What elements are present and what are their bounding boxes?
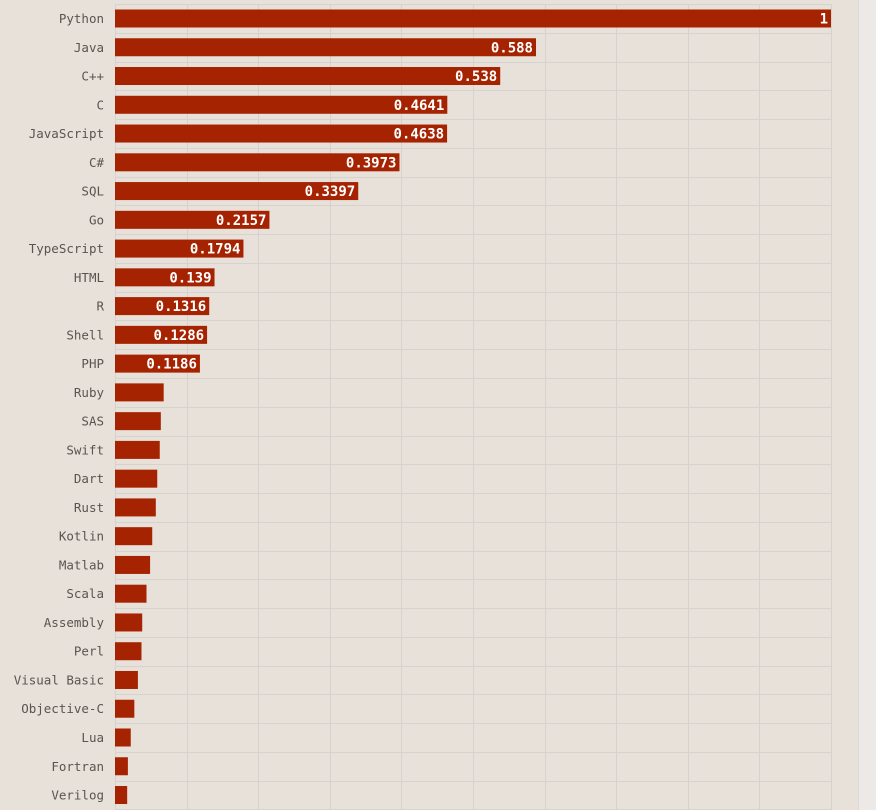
bar-scala [115,584,147,603]
bar-fortran [115,757,128,776]
value-label: 0.538 [455,69,497,85]
value-label: 0.4641 [394,98,445,114]
bar-shell [115,325,208,344]
category-label: C++ [81,69,104,84]
category-label: Swift [66,442,104,457]
category-label: Visual Basic [14,672,104,687]
category-label: Kotlin [59,529,104,544]
bar-javascript [115,124,448,143]
value-label: 0.1794 [190,242,241,258]
value-label: 0.139 [169,270,211,286]
category-labels: Python Java C++ C JavaScript C# SQL Go TypeScrip… [14,11,105,803]
category-label: TypeScript [29,241,104,256]
category-label: C# [89,155,105,170]
value-label: 0.2157 [216,213,267,229]
category-label: Lua [81,730,104,745]
bar-kotlin [115,527,153,546]
category-label: Assembly [44,615,105,630]
value-label: 0.3973 [346,155,397,171]
category-label: HTML [74,270,104,285]
value-label: 0.1186 [146,357,197,373]
bars [115,9,831,805]
category-label: Matlab [59,557,104,572]
bar-perl [115,642,142,661]
bar-typescript [115,239,244,258]
gridlines [115,4,832,810]
bar-c [115,95,448,114]
category-label: SQL [81,184,104,199]
bar-r [115,297,210,316]
category-label: JavaScript [29,126,104,141]
bar-c- [115,67,501,86]
category-label: Perl [74,644,104,659]
category-label: Ruby [74,385,105,400]
category-label: Dart [74,471,104,486]
category-label: R [96,299,104,314]
bar-go [115,210,270,229]
bar-sas [115,412,161,431]
scrollbar-track[interactable] [858,0,876,810]
bar-html [115,268,215,287]
bar-dart [115,469,158,488]
bar-swift [115,440,160,459]
bar-c- [115,153,400,172]
bar-php [115,354,200,373]
value-label: 0.1316 [156,299,207,315]
bar-python [115,9,831,28]
category-label: Shell [66,327,104,342]
category-label: Python [59,11,104,26]
category-label: SAS [81,414,104,429]
category-label: Verilog [51,788,104,803]
bar-lua [115,728,131,747]
bar-sql [115,182,359,201]
bar-objective-c [115,699,135,718]
category-label: PHP [81,356,104,371]
category-label: Fortran [51,759,104,774]
category-label: Scala [66,586,104,601]
bar-visual-basic [115,670,138,689]
value-label: 0.588 [491,40,533,56]
value-labels: 1 0.588 0.538 0.4641 0.4638 0.3973 0.3397 0.215… [146,12,828,373]
category-label: Go [89,212,104,227]
value-label: 0.1286 [154,328,205,344]
bar-verilog [115,786,128,805]
chart-area: Python Java C++ C JavaScript C# SQL Go TypeScrip… [13,4,832,810]
value-label: 1 [820,12,828,28]
bar-ruby [115,383,164,402]
bar-assembly [115,613,143,632]
category-label: Rust [74,500,104,515]
bar-matlab [115,555,151,574]
value-label: 0.4638 [394,127,445,143]
category-label: C [96,97,104,112]
bar-chart: Python Java C++ C JavaScript C# SQL Go TypeScrip… [14,4,832,810]
bar-rust [115,498,156,517]
category-label: Java [74,40,104,55]
value-label: 0.3397 [305,184,356,200]
bar-java [115,38,537,57]
category-label: Objective-C [21,701,104,716]
